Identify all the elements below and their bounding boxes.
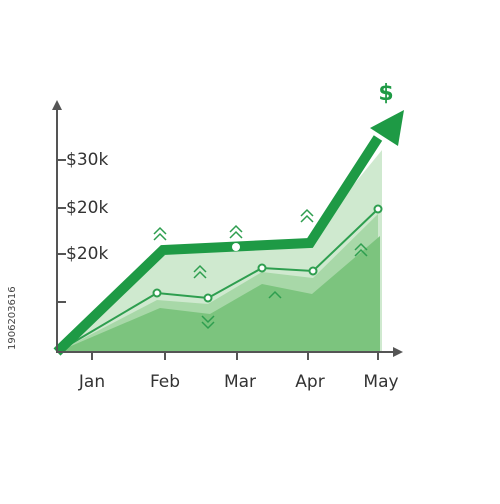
dark-area: [57, 236, 380, 352]
thin-line: [56, 208, 379, 353]
x-label: Mar: [224, 372, 256, 392]
y-arrow: [52, 100, 62, 110]
y-label: $20k: [66, 244, 108, 264]
dollar-icon: $: [378, 81, 393, 106]
arrow-head: [370, 110, 404, 146]
marker: [232, 243, 240, 251]
x-label: Feb: [150, 372, 180, 392]
chevrons: [153, 208, 368, 330]
stock-id: 1906203616: [7, 286, 18, 350]
axes: [56, 108, 396, 360]
y-label: $30k: [66, 150, 108, 170]
x-arrow: [393, 347, 403, 357]
y-label: $20k: [66, 198, 108, 218]
points: [152, 204, 383, 303]
x-label: May: [363, 372, 398, 392]
x-label: Apr: [295, 372, 324, 392]
x-label: Jan: [78, 372, 105, 392]
